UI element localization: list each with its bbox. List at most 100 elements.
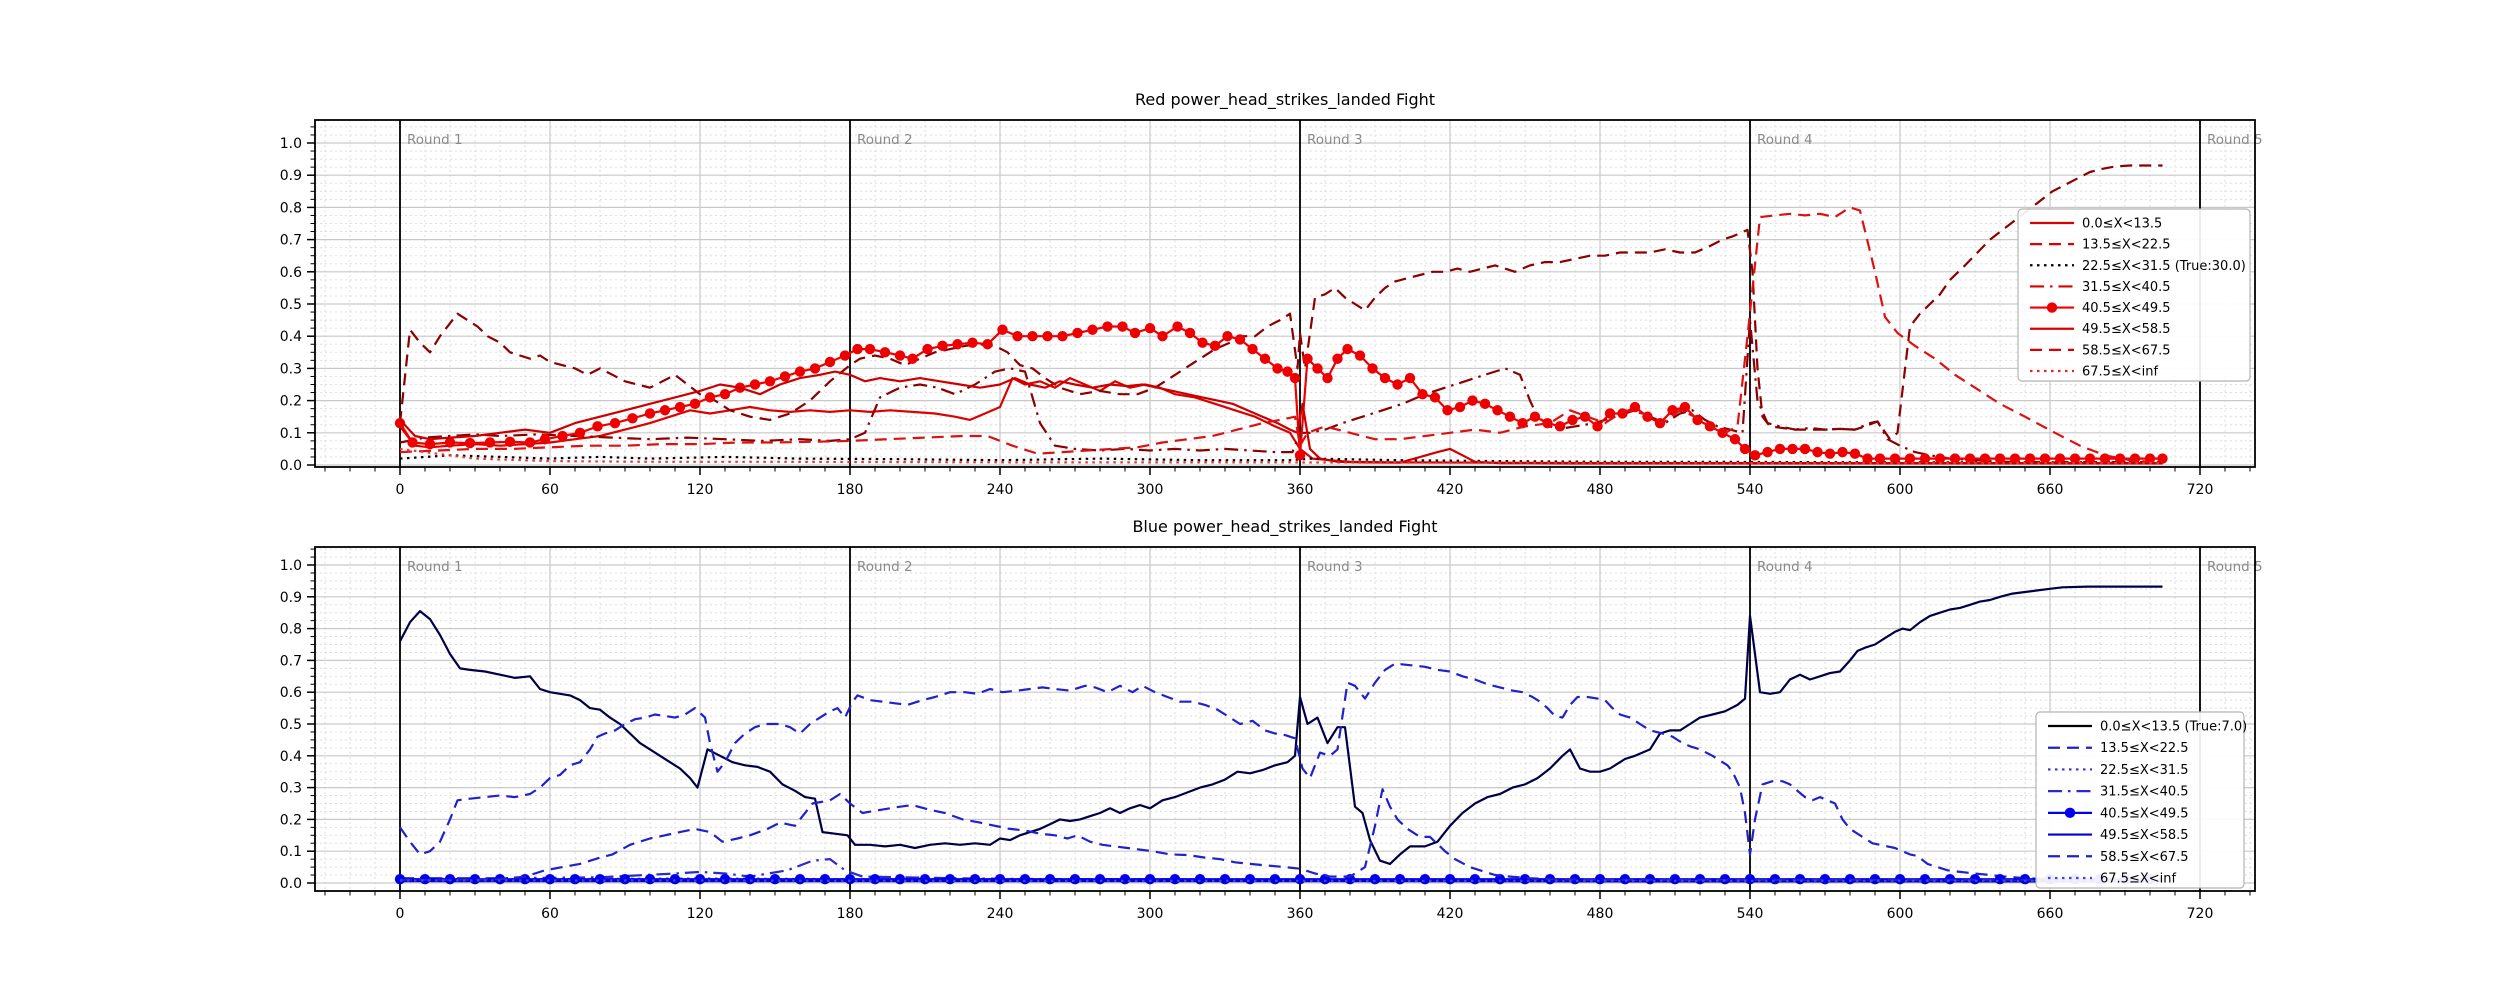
series-marker — [609, 417, 621, 429]
series-line-0-1 — [398, 164, 2163, 441]
series-marker — [669, 873, 681, 885]
series-marker — [944, 873, 956, 885]
series-marker — [879, 347, 891, 358]
series-marker — [1119, 873, 1131, 885]
series-line-1-0 — [399, 585, 2163, 865]
legend-label: 0.0≤X<13.5 (True:7.0) — [2100, 720, 2247, 735]
legend-label: 67.5≤X<inf — [2100, 872, 2176, 887]
series-marker — [1919, 453, 1931, 464]
round-label: Round 1 — [407, 559, 463, 575]
series-marker — [749, 379, 761, 390]
series-marker — [764, 376, 776, 387]
x-tick-label: 120 — [687, 482, 714, 498]
x-tick-label: 660 — [2037, 482, 2064, 498]
series-marker — [524, 437, 536, 448]
legend-label: 22.5≤X<31.5 (True:30.0) — [2082, 259, 2246, 274]
series-marker — [704, 392, 716, 403]
series-marker — [1332, 353, 1343, 364]
series-marker — [1604, 408, 1616, 419]
series-marker — [1429, 392, 1441, 403]
series-marker — [1172, 321, 1183, 332]
series-marker — [464, 437, 476, 449]
series-marker — [894, 350, 906, 361]
series-marker — [1542, 417, 1553, 429]
round-label: Round 2 — [857, 559, 913, 575]
y-tick-label: 0.7 — [280, 653, 302, 669]
series-marker — [1012, 331, 1023, 342]
series-marker — [1824, 448, 1836, 459]
round-label: Round 2 — [857, 132, 913, 148]
series-marker — [1889, 453, 1901, 464]
series-marker — [2054, 453, 2066, 464]
series-marker — [627, 413, 638, 424]
series-marker — [937, 340, 948, 352]
series-marker — [1417, 388, 1428, 400]
y-tick-label: 0.2 — [280, 394, 302, 410]
series-marker — [997, 324, 1008, 335]
series-marker — [424, 438, 436, 450]
x-tick-label: 0 — [396, 482, 405, 498]
series-marker — [1579, 411, 1591, 422]
series-marker — [594, 873, 606, 885]
legend-label: 13.5≤X<22.5 — [2082, 238, 2171, 253]
y-tick-label: 0.2 — [280, 812, 302, 828]
round-label: Round 4 — [1757, 559, 1813, 575]
series-marker — [592, 421, 603, 432]
series-marker — [1367, 363, 1378, 374]
series-marker — [844, 873, 856, 885]
legend-label: 40.5≤X<49.5 — [2100, 806, 2189, 821]
series-marker — [1862, 453, 1873, 464]
y-tick-label: 0.4 — [280, 329, 302, 345]
series-marker — [1904, 453, 1916, 464]
series-marker — [1454, 401, 1466, 413]
y-tick-label: 1.0 — [280, 136, 302, 152]
series-marker — [644, 873, 656, 885]
series-marker — [1629, 401, 1641, 413]
y-tick-label: 0.1 — [280, 426, 302, 442]
series-marker — [444, 437, 456, 448]
series-marker — [769, 873, 781, 885]
series-line-1-1 — [399, 662, 2163, 881]
series-marker — [1157, 331, 1168, 342]
series-marker — [1369, 873, 1381, 885]
series-marker — [394, 417, 406, 429]
chart-title-red: Red power_head_strikes_landed Fight — [1134, 90, 1436, 109]
legend-label: 49.5≤X<58.5 — [2100, 828, 2189, 843]
series-marker — [2039, 453, 2051, 464]
series-marker — [1087, 324, 1098, 335]
series-marker — [1129, 327, 1141, 339]
x-tick-label: 120 — [687, 906, 714, 922]
series-marker — [1169, 873, 1181, 885]
series-marker — [1567, 414, 1578, 426]
series-marker — [1964, 453, 1976, 464]
y-tick-label: 0.4 — [280, 749, 302, 765]
series-marker — [1812, 446, 1823, 458]
y-tick-label: 0.3 — [280, 781, 302, 797]
y-tick-label: 0.5 — [280, 297, 302, 313]
series-marker — [952, 339, 963, 350]
series-marker — [1117, 321, 1128, 332]
series-marker — [1247, 343, 1258, 355]
legend-label: 49.5≤X<58.5 — [2082, 322, 2171, 337]
x-tick-label: 600 — [1887, 906, 1914, 922]
series-marker — [1787, 443, 1798, 455]
series-marker — [569, 873, 581, 885]
series-marker — [1259, 353, 1271, 364]
series-marker — [1504, 411, 1516, 422]
series-marker — [1994, 453, 2006, 464]
legend-label: 13.5≤X<22.5 — [2100, 741, 2189, 756]
series-marker — [1312, 363, 1323, 374]
series-marker — [824, 356, 836, 368]
x-tick-label: 0 — [396, 906, 405, 922]
series-marker — [1044, 873, 1056, 885]
series-marker — [994, 873, 1006, 885]
series-marker — [1209, 340, 1221, 352]
series-marker — [504, 436, 516, 448]
y-tick-label: 0.3 — [280, 361, 302, 377]
legend-label: 0.0≤X<13.5 — [2082, 217, 2162, 232]
legend-label: 58.5≤X<67.5 — [2100, 850, 2189, 865]
series-marker — [1289, 372, 1301, 384]
series-line-0-6 — [399, 206, 2163, 463]
series-marker — [1837, 446, 1848, 458]
